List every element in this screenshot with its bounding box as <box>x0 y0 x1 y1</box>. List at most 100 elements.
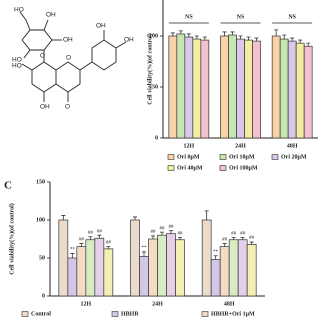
bar <box>252 40 261 139</box>
error-bar <box>274 29 279 36</box>
group-annotation: NS <box>185 14 193 20</box>
bond <box>79 61 93 71</box>
bond <box>43 19 49 31</box>
significance-label: ## <box>231 232 237 237</box>
b-ring <box>91 39 117 71</box>
error-bar <box>202 36 207 41</box>
legend-swatch <box>219 154 227 160</box>
bar <box>168 35 178 139</box>
bar <box>236 38 245 139</box>
error-bar <box>290 37 295 42</box>
error-bar <box>88 236 93 240</box>
x-tick-label: 48H <box>287 143 298 149</box>
significance-label: ## <box>151 230 157 235</box>
bar <box>166 233 176 297</box>
error-bar <box>133 216 137 220</box>
y-tick-label: 50 <box>152 84 158 90</box>
y-axis-label: Cell viability(%)(of control) <box>8 203 15 275</box>
legend-label: HBHR <box>121 311 139 317</box>
significance-label: ## <box>240 232 246 237</box>
bond <box>115 41 127 49</box>
bar <box>303 45 313 139</box>
error-bar <box>169 230 173 234</box>
significance-label: ## <box>79 238 85 243</box>
error-bar <box>282 34 287 40</box>
atom-label: HO <box>12 63 22 70</box>
bar <box>85 239 96 297</box>
bar <box>175 239 185 297</box>
atom-label: HO <box>14 7 24 14</box>
bar <box>200 39 210 139</box>
error-bar <box>230 31 235 35</box>
bond <box>21 63 33 71</box>
sugar-ring <box>21 29 53 51</box>
significance-label: ## <box>106 241 112 246</box>
error-bar <box>222 31 227 36</box>
error-bar <box>97 234 102 239</box>
legend-label: Control <box>31 311 51 317</box>
error-bar <box>222 243 227 247</box>
x-tick-label: 24H <box>152 301 163 307</box>
significance-label: ## <box>222 238 228 243</box>
bar <box>244 39 253 139</box>
bar <box>76 246 87 297</box>
bar <box>103 248 114 297</box>
bar <box>210 259 221 297</box>
significance-label: ## <box>160 226 166 231</box>
legend-label: Ori 40μM <box>177 165 203 171</box>
significance-label: ## <box>88 231 94 236</box>
error-bar <box>194 35 199 40</box>
bond <box>23 49 31 59</box>
a-ring <box>31 61 57 93</box>
legend-swatch <box>21 311 29 317</box>
atom-label: OH <box>63 37 73 44</box>
error-bar <box>106 246 111 249</box>
error-bar <box>306 42 311 47</box>
significance-label: ## <box>249 236 255 241</box>
c-ring <box>55 61 81 93</box>
panel-label: C <box>4 180 12 192</box>
group-annotation: NS <box>288 14 296 20</box>
y-tick-label: 0 <box>155 135 158 141</box>
bar <box>130 219 140 297</box>
y-tick-label: 150 <box>36 179 45 185</box>
bar <box>148 238 158 297</box>
bar <box>271 35 281 139</box>
bar <box>184 36 194 139</box>
bar <box>228 34 237 139</box>
atom-label: OH <box>40 104 50 111</box>
group-annotation: NS <box>237 14 245 20</box>
legend-label: Ori 20μM <box>281 154 307 160</box>
error-bar <box>79 243 84 247</box>
x-tick-label: 48H <box>224 301 235 307</box>
significance-label: ** <box>213 250 219 255</box>
bar <box>157 234 167 297</box>
x-tick-label: 12H <box>80 301 91 307</box>
legend-swatch <box>201 311 209 317</box>
bar <box>228 239 239 297</box>
error-bar <box>254 37 259 42</box>
significance-label: ## <box>178 232 184 237</box>
x-tick-label: 12H <box>183 143 194 149</box>
significance-label: ** <box>142 246 148 251</box>
legend-swatch <box>167 165 175 171</box>
error-bar <box>178 237 182 240</box>
error-bar <box>240 237 245 240</box>
atom-label: OH <box>124 37 134 44</box>
atom-label: HO <box>12 57 22 64</box>
bar <box>295 42 305 139</box>
significance-label: ** <box>70 248 76 253</box>
legend-swatch <box>167 154 175 160</box>
atom-label: O <box>40 53 45 60</box>
error-bar <box>213 255 218 260</box>
bar <box>139 256 149 297</box>
bar <box>201 219 212 297</box>
y-axis-label: Cell viability(%)(of control) <box>146 33 153 105</box>
significance-label: ## <box>169 225 175 230</box>
legend-swatch <box>111 311 119 317</box>
legend-label: HBHR+Ori 1μM <box>211 311 255 317</box>
atom-label: OH <box>96 23 106 30</box>
bar <box>279 38 289 139</box>
atom-label: O <box>66 55 71 62</box>
